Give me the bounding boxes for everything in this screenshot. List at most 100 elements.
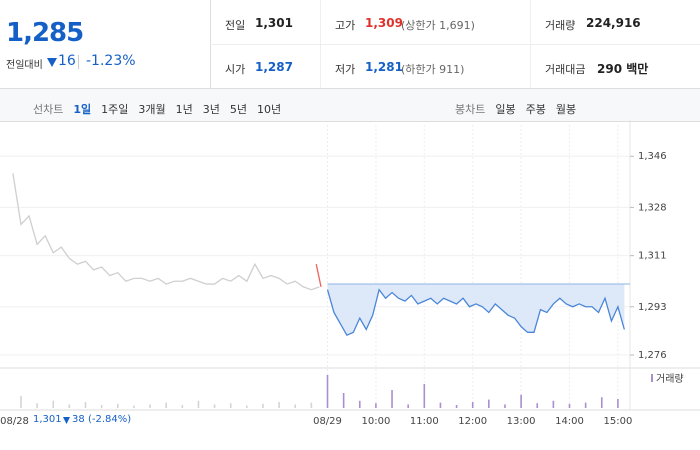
stat-label: 저가 [335, 63, 356, 76]
volume-bar [471, 402, 474, 408]
stat-label: 고가 [335, 19, 356, 32]
row-divider [210, 44, 700, 45]
period-tab[interactable]: 1일 [73, 103, 92, 116]
tab-bar: 선차트 1일 1주일 3개월 1년 3년 5년 10년 봉차트 일봉 주봉 월봉 [0, 88, 700, 122]
volume-bar [278, 402, 280, 408]
price-line [12, 173, 320, 291]
volume-bar [520, 394, 522, 408]
divider [78, 55, 79, 69]
period-tab[interactable]: 5년 [229, 103, 248, 116]
footer-change: 38 [72, 414, 85, 425]
change-label: 전일대비 [6, 60, 43, 71]
period-tab[interactable]: 10년 [257, 103, 282, 116]
down-arrow [47, 58, 57, 67]
stat-value: 224,916 [586, 16, 641, 30]
col-divider [320, 0, 321, 88]
volume-bar [584, 402, 587, 408]
volume-bar [504, 404, 506, 408]
volume-bar [197, 400, 200, 408]
x-tick-label: 13:00 [507, 416, 536, 427]
candle-tab[interactable]: 월봉 [555, 103, 577, 116]
volume-bar [36, 403, 38, 408]
line-tabs: 선차트 1일 1주일 3개월 1년 3년 5년 10년 [28, 98, 286, 117]
y-tick-label: 1,293 [638, 302, 667, 313]
volume-bar [165, 402, 167, 408]
stat-label: 거래대금 [545, 63, 586, 76]
volume-bar [100, 405, 103, 408]
x-tick-label: 08/29 [313, 416, 342, 427]
candle-tabs: 봉차트 일봉 주봉 월봉 [450, 98, 581, 117]
volume-bar [246, 405, 248, 408]
stat-value: 1,301 [255, 16, 293, 30]
y-tick-label: 1,276 [638, 350, 667, 361]
stat-label: 전일 [225, 19, 246, 32]
volume-bar [488, 399, 490, 408]
volume-bar [68, 404, 71, 408]
volume-bar [600, 397, 603, 408]
y-tick-label: 1,328 [638, 202, 667, 213]
volume-bar [116, 403, 119, 408]
x-tick-label: 14:00 [555, 416, 584, 427]
volume-bar [84, 402, 87, 408]
footer-rate: (-2.84%) [88, 414, 132, 425]
legend-label: 거래량 [656, 373, 684, 385]
price-line [326, 288, 625, 337]
volume-bar [439, 402, 442, 408]
tab-group-label: 봉차트 [455, 103, 486, 116]
col-divider [530, 0, 531, 88]
volume-bar [181, 405, 184, 408]
period-tab[interactable]: 3년 [202, 103, 220, 116]
volume-bar [455, 405, 458, 408]
volume-bar [407, 404, 409, 408]
price-box: 1,285 전일대비 16 -1.23% [0, 0, 211, 88]
stat-value: 1,281 [365, 60, 403, 74]
x-tick-label: 11:00 [410, 416, 439, 427]
x-tick-label: 15:00 [603, 416, 632, 427]
x-tick-label: 12:00 [458, 416, 487, 427]
volume-bar [262, 403, 264, 408]
legend-swatch [651, 374, 653, 382]
volume-bar [391, 390, 393, 408]
volume-bar [342, 393, 345, 408]
volume-bar [20, 396, 22, 408]
volume-bar [536, 403, 539, 408]
volume-bar [552, 400, 555, 408]
volume-bar [52, 400, 55, 408]
volume-bar [133, 405, 135, 408]
volume-bar [326, 375, 329, 408]
stat-value: 290 백만 [597, 62, 649, 76]
volume-bar [149, 404, 151, 408]
volume-bar [358, 400, 361, 408]
footer-close: 1,301 [33, 414, 62, 425]
volume-bar [375, 403, 377, 408]
candle-tab[interactable]: 주봉 [525, 103, 546, 116]
tab-group-label: 선차트 [33, 103, 64, 116]
stat-value: 1,287 [255, 60, 293, 74]
change: 16 [58, 53, 76, 69]
x-tick-label: 08/28 [0, 416, 29, 427]
y-tick-label: 1,346 [638, 151, 667, 162]
down-arrow [63, 417, 70, 424]
stat-note: (하한가 911) [401, 63, 465, 76]
price-line [315, 264, 322, 288]
period-tab[interactable]: 3개월 [138, 103, 166, 116]
period-tab[interactable]: 1년 [175, 103, 193, 116]
volume-bar [229, 403, 232, 408]
candle-tab[interactable]: 일봉 [495, 103, 516, 116]
volume-bar [617, 399, 619, 408]
stat-note: (상한가 1,691) [401, 19, 475, 32]
change-rate: -1.23% [86, 53, 136, 69]
volume-bar [423, 384, 426, 408]
y-tick-label: 1,311 [638, 251, 667, 262]
x-tick-label: 10:00 [361, 416, 390, 427]
volume-bar [310, 402, 313, 408]
stat-label: 시가 [225, 63, 246, 76]
period-tab[interactable]: 1주일 [101, 103, 129, 116]
volume-bar [568, 403, 571, 408]
area [327, 284, 625, 336]
volume-bar [213, 404, 216, 408]
stat-label: 거래량 [545, 19, 576, 32]
stat-value: 1,309 [365, 16, 403, 30]
